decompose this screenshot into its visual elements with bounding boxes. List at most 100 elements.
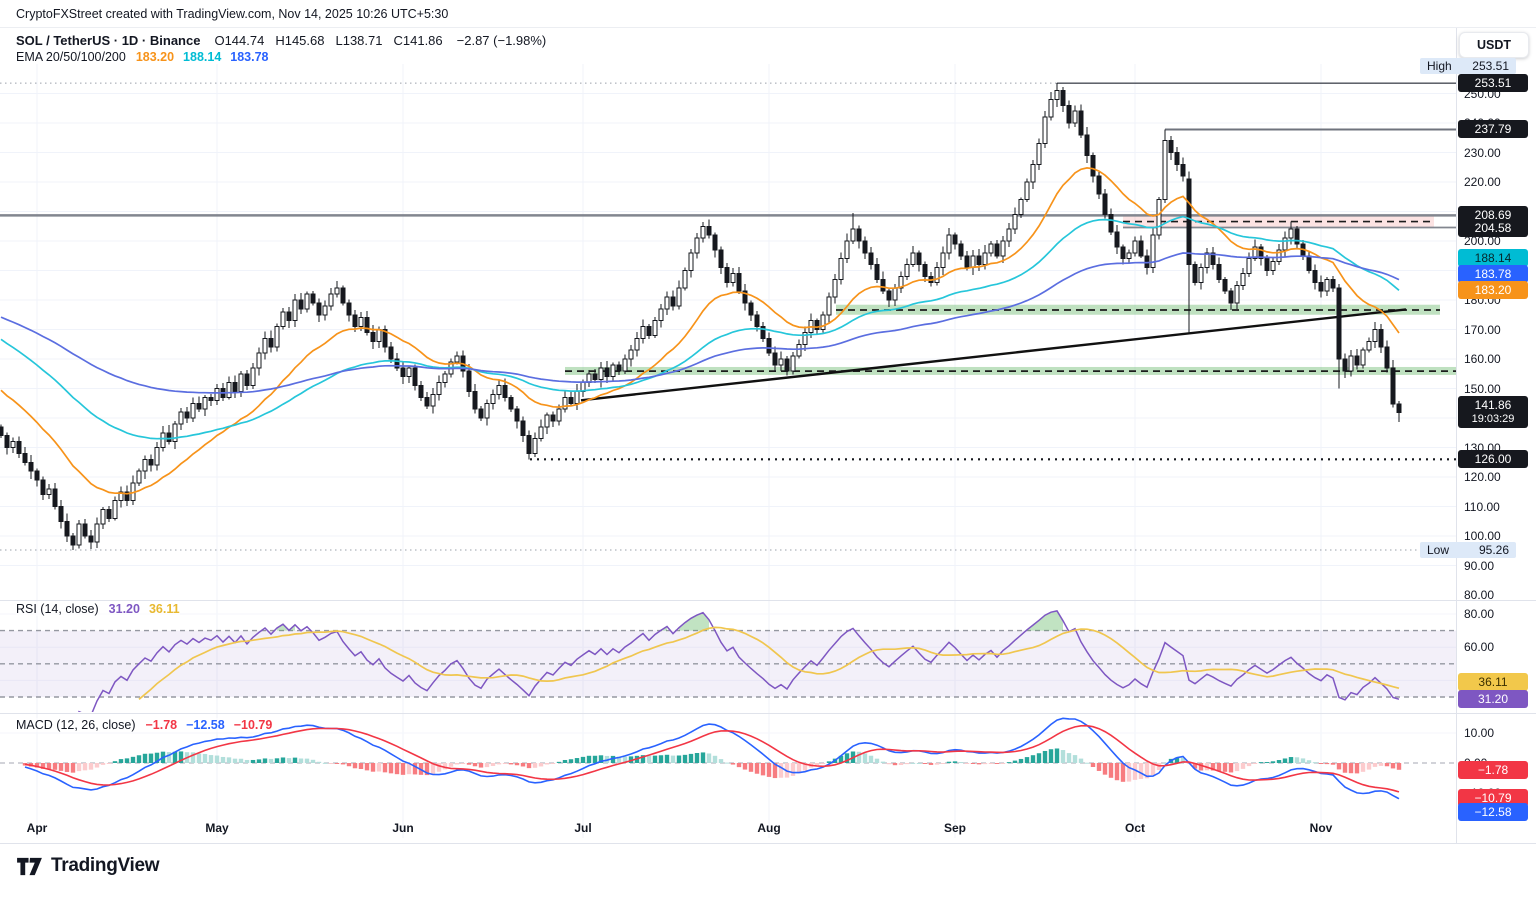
price-badge-value: 253.51 bbox=[1474, 76, 1512, 90]
price-badge: 183.20 bbox=[1458, 281, 1528, 299]
price-change: −2.87 (−1.98%) bbox=[456, 33, 547, 48]
high-label-text: High bbox=[1427, 59, 1452, 73]
macd-legend: MACD (12, 26, close) −1.78 −12.58 −10.79 bbox=[16, 718, 273, 732]
price-tick: 100.00 bbox=[1464, 529, 1501, 543]
price-badge-value: 126.00 bbox=[1474, 452, 1512, 466]
price-badge: 237.79 bbox=[1458, 120, 1528, 138]
rsi-badge-value: 31.20 bbox=[1477, 692, 1509, 706]
macd-badge: −12.58 bbox=[1458, 803, 1528, 821]
tradingview-logo-icon bbox=[17, 857, 42, 875]
price-badge-value: 208.69 bbox=[1474, 208, 1512, 222]
macd-line bbox=[24, 717, 1400, 800]
price-tick: 220.00 bbox=[1464, 175, 1501, 189]
currency-toggle-button[interactable]: USDT bbox=[1459, 32, 1529, 58]
macd-badge: −10.79 bbox=[1458, 789, 1528, 807]
watermark-bar: CryptoFXStreet created with TradingView.… bbox=[0, 0, 1536, 28]
low-label: Low 95.26 bbox=[1420, 542, 1516, 558]
tradingview-logo[interactable]: TradingView bbox=[16, 855, 160, 877]
price-tick: 230.00 bbox=[1464, 145, 1501, 160]
ema-value: 183.20 bbox=[135, 50, 175, 64]
ohlc-c: C141.86 bbox=[393, 33, 443, 48]
rsi-legend: RSI (14, close) 31.20 36.11 bbox=[16, 602, 180, 616]
time-axis-label-nov[interactable]: Nov bbox=[1309, 821, 1333, 835]
time-axis-label-sep[interactable]: Sep bbox=[943, 821, 967, 835]
ohlc-l: L138.71 bbox=[335, 33, 383, 48]
watermark-text: CryptoFXStreet created with TradingView.… bbox=[16, 6, 449, 21]
rsi-tick: 80.00 bbox=[1464, 607, 1495, 621]
rsi-values: 31.20 36.11 bbox=[109, 602, 180, 616]
price-tick: 160.00 bbox=[1464, 352, 1501, 366]
currency-label: USDT bbox=[1476, 38, 1512, 52]
ohlc-h: H145.68 bbox=[275, 33, 325, 48]
price-badge: 188.14 bbox=[1458, 249, 1528, 267]
time-axis-label-jun[interactable]: Jun bbox=[392, 821, 414, 835]
high-label: High 253.51 bbox=[1420, 58, 1516, 74]
price-tick: 170.00 bbox=[1464, 322, 1501, 337]
time-axis-label-apr[interactable]: Apr bbox=[26, 821, 48, 835]
price-badge-countdown: 19:03:29 bbox=[1471, 413, 1515, 425]
time-axis-label-jul[interactable]: Jul bbox=[574, 821, 592, 835]
macd-legend-label[interactable]: MACD (12, 26, close) bbox=[16, 718, 136, 732]
price-badge-value: 183.20 bbox=[1474, 283, 1512, 297]
price-badge: 253.51 bbox=[1458, 74, 1528, 92]
ema-legend-label[interactable]: EMA 20/50/100/200 bbox=[16, 50, 126, 64]
ema-values: 183.20 188.14 183.78 bbox=[136, 50, 269, 64]
macd-badge-value: −12.58 bbox=[1474, 805, 1512, 819]
macd-badge: −1.78 bbox=[1458, 761, 1528, 779]
rsi-ma-line bbox=[138, 626, 1400, 700]
high-label-value: 253.51 bbox=[1472, 59, 1509, 73]
price-tick: 150.00 bbox=[1464, 381, 1501, 396]
ema-100-line[interactable] bbox=[0, 252, 1400, 394]
price-badge-value: 237.79 bbox=[1474, 122, 1512, 136]
macd-badge-value: −1.78 bbox=[1477, 763, 1509, 777]
macd-value: −10.79 bbox=[233, 718, 273, 732]
price-badge-value: 141.86 bbox=[1474, 398, 1512, 412]
macd-signal-line bbox=[24, 724, 1400, 793]
price-badge: 183.78 bbox=[1458, 265, 1528, 283]
ema-value: 183.78 bbox=[230, 50, 269, 64]
price-tick: 90.00 bbox=[1464, 558, 1495, 573]
time-axis-label-may[interactable]: May bbox=[205, 821, 229, 835]
ohlc-values: O144.74 H145.68 L138.71 C141.86 bbox=[214, 33, 442, 48]
ema-50-line[interactable] bbox=[0, 215, 1400, 440]
rsi-pane[interactable] bbox=[0, 610, 1456, 732]
macd-tick: 10.00 bbox=[1464, 726, 1495, 740]
rsi-line bbox=[78, 610, 1400, 712]
analyst-levels[interactable] bbox=[0, 82, 1456, 551]
price-badge: 126.00 bbox=[1458, 450, 1528, 468]
low-label-value: 95.26 bbox=[1478, 543, 1509, 557]
rsi-badge: 31.20 bbox=[1458, 690, 1528, 708]
rsi-badge-value: 36.11 bbox=[1478, 675, 1508, 689]
macd-badge-value: −10.79 bbox=[1474, 791, 1512, 805]
time-axis-label-aug[interactable]: Aug bbox=[757, 821, 781, 835]
symbol-title[interactable]: SOL / TetherUS · 1D · Binance bbox=[16, 33, 201, 48]
ema-value: 188.14 bbox=[183, 50, 222, 64]
time-axis-label-oct[interactable]: Oct bbox=[1124, 821, 1146, 835]
macd-value: −1.78 bbox=[145, 718, 178, 732]
ohlc-o: O144.74 bbox=[214, 33, 265, 48]
price-badge-value: 188.14 bbox=[1474, 251, 1512, 265]
macd-value: −12.58 bbox=[186, 718, 225, 732]
rsi-legend-label[interactable]: RSI (14, close) bbox=[16, 602, 99, 616]
rsi-value: 36.11 bbox=[148, 602, 180, 616]
price-tick: 120.00 bbox=[1464, 470, 1501, 484]
rsi-badge: 36.11 bbox=[1458, 673, 1528, 691]
candlestick-series[interactable] bbox=[0, 83, 1402, 550]
macd-values: −1.78 −12.58 −10.79 bbox=[145, 718, 272, 732]
price-badge: 141.86 19:03:29 bbox=[1458, 396, 1528, 428]
rsi-value: 31.20 bbox=[108, 602, 140, 616]
symbol-bar: SOL / TetherUS · 1D · Binance O144.74 H14… bbox=[16, 33, 546, 48]
low-label-text: Low bbox=[1427, 543, 1450, 557]
price-badge-value: 204.58 bbox=[1474, 221, 1512, 235]
macd-pane[interactable] bbox=[0, 717, 1456, 800]
price-tick: 80.00 bbox=[1464, 588, 1495, 602]
rsi-tick: 60.00 bbox=[1464, 640, 1495, 655]
price-badge: 204.58 bbox=[1458, 219, 1528, 237]
ema-legend: EMA 20/50/100/200 183.20 188.14 183.78 bbox=[16, 50, 269, 64]
tradingview-logo-text: TradingView bbox=[51, 855, 160, 876]
price-tick: 200.00 bbox=[1464, 234, 1501, 248]
ema-20-line[interactable] bbox=[0, 167, 1400, 495]
price-badge-value: 183.78 bbox=[1474, 267, 1512, 281]
